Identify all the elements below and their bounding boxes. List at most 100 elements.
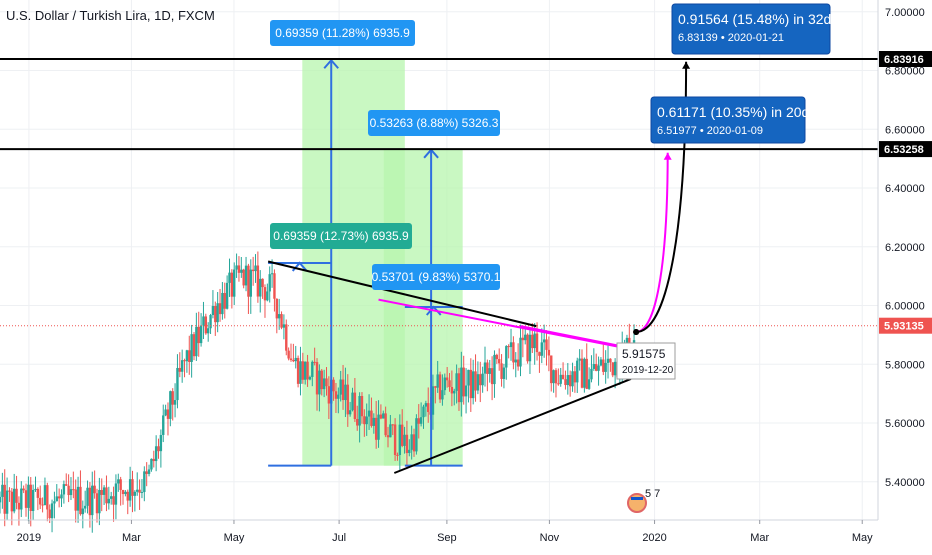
projection-label-2-main: 0.91564 (15.48%) in 32d (678, 11, 831, 27)
candle-body (505, 346, 508, 368)
candle-body (405, 434, 409, 454)
candle-body (251, 269, 255, 272)
candle-body (611, 362, 614, 376)
x-tick-label: Mar (750, 532, 769, 544)
candle-body (173, 400, 177, 405)
candle-body (576, 360, 579, 383)
candle-body (154, 446, 158, 462)
candle-body (117, 479, 120, 484)
candle-body (287, 350, 290, 359)
tooltip-date: 2019-12-20 (622, 365, 674, 376)
chart-title: U.S. Dollar / Turkish Lira, 1D, FXCM (6, 8, 215, 23)
candle-body (431, 386, 435, 415)
candle-body (462, 367, 465, 397)
candle-body (386, 435, 390, 438)
candle-body (443, 377, 446, 391)
candle-body (613, 361, 617, 376)
candle-body (311, 361, 314, 377)
candle-body (136, 489, 139, 492)
candle-body (585, 358, 588, 389)
candle-body (228, 272, 231, 283)
candle-body (483, 362, 487, 374)
candle-body (393, 424, 397, 455)
range-label-1-bg (270, 20, 415, 46)
candle-body (53, 501, 56, 504)
candle-body (31, 489, 35, 511)
candle-body (128, 479, 132, 501)
candle-body (320, 370, 323, 390)
candle-body (436, 374, 439, 388)
trendline-3 (393, 378, 632, 474)
candle-body (159, 434, 163, 452)
candle-body (625, 337, 629, 345)
candle-body (609, 358, 612, 363)
measure-label-1-bg (270, 223, 412, 249)
x-tick-label: May (224, 532, 245, 544)
y-tick-label: 5.40000 (885, 477, 925, 489)
candle-body (497, 359, 501, 364)
candle-body (294, 357, 297, 362)
candle-body (481, 373, 484, 386)
candle-body (365, 416, 368, 425)
candle-body (348, 410, 352, 415)
candle-body (0, 496, 2, 503)
candle-body (223, 292, 226, 309)
current-price-tag-text: 5.93135 (884, 321, 924, 333)
candle-body (48, 509, 51, 519)
tooltip-value: 5.91575 (622, 347, 666, 361)
candle-body (561, 374, 565, 380)
candle-body (301, 361, 305, 380)
candle-body (235, 265, 238, 270)
candle-body (479, 374, 482, 386)
candle-body (17, 502, 21, 510)
candle-body (69, 489, 73, 496)
projection-start-dot-2 (633, 328, 640, 335)
candle-body (221, 292, 224, 315)
candle-body (573, 371, 577, 383)
candle-body (412, 434, 416, 452)
projection-label-2-sub: 6.83139 • 2020-01-21 (678, 32, 784, 44)
price-tag-1-text: 6.83916 (884, 54, 924, 66)
candle-body (521, 337, 525, 341)
candle-body (126, 491, 129, 501)
candle-body (275, 298, 279, 319)
candle-body (457, 373, 461, 403)
candle-body (318, 370, 321, 395)
x-tick-label: Nov (540, 532, 560, 544)
candle-body (509, 342, 513, 348)
candle-body (12, 488, 16, 512)
candle-body (587, 379, 591, 389)
candle-body (540, 342, 543, 356)
candle-body (410, 434, 413, 450)
candle-body (185, 350, 189, 362)
candle-body (259, 278, 262, 297)
candle-body (514, 359, 517, 363)
x-tick-label: Mar (122, 532, 141, 544)
candle-body (86, 487, 89, 506)
candle-body (578, 358, 581, 361)
candle-body (266, 291, 269, 301)
candle-body (538, 352, 541, 356)
candle-body (322, 378, 326, 390)
candle-body (308, 376, 312, 380)
candle-body (237, 265, 241, 273)
candle-body (519, 337, 522, 367)
candle-body (209, 315, 212, 329)
candle-body (528, 334, 532, 362)
candle-body (325, 378, 328, 387)
candle-body (602, 359, 605, 372)
candle-body (280, 314, 283, 328)
candle-body (597, 365, 600, 371)
candle-body (606, 358, 610, 363)
price-tag-2-bg (879, 141, 932, 158)
x-tick-label: 2019 (17, 532, 41, 544)
candle-body (254, 265, 257, 272)
candle-body (131, 479, 134, 496)
candle-body (204, 316, 208, 334)
candle-body (550, 355, 553, 384)
candle-body (171, 391, 174, 405)
candle-body (124, 491, 127, 495)
candle-body (1, 484, 4, 497)
